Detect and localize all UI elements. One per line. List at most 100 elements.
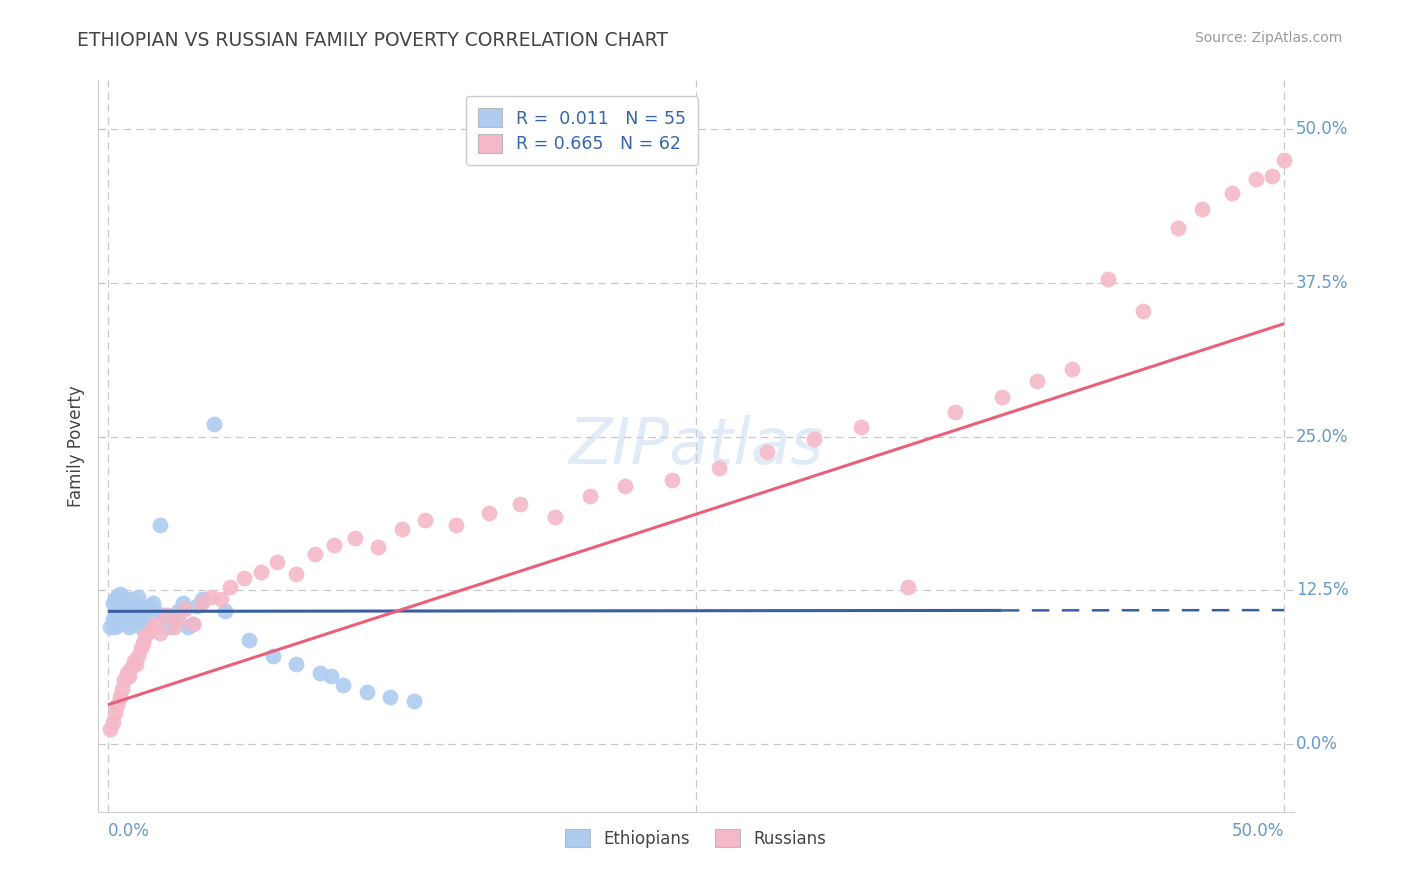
Point [1261, 169, 1284, 183]
Text: 25.0%: 25.0% [1296, 428, 1348, 446]
Point [233, 571, 256, 585]
Point [544, 509, 567, 524]
Point [709, 460, 731, 475]
Point [139, 599, 162, 614]
Point [112, 604, 135, 618]
Point [186, 599, 208, 614]
Point [104, 592, 127, 607]
Point [191, 596, 214, 610]
Point [163, 612, 186, 626]
Point [105, 607, 128, 622]
Point [120, 592, 142, 607]
Point [115, 665, 138, 680]
Point [149, 626, 172, 640]
Text: 0.0%: 0.0% [1296, 735, 1337, 753]
Point [127, 648, 149, 663]
Point [367, 541, 389, 555]
Point [391, 522, 413, 536]
Point [122, 616, 145, 631]
Point [579, 489, 602, 503]
Point [149, 518, 172, 533]
Point [156, 607, 179, 622]
Point [125, 596, 148, 610]
Text: 12.5%: 12.5% [1296, 582, 1348, 599]
Legend: Ethiopians, Russians: Ethiopians, Russians [558, 822, 834, 855]
Point [1062, 362, 1084, 376]
Point [105, 590, 128, 604]
Point [157, 620, 180, 634]
Point [118, 620, 141, 634]
Point [143, 604, 166, 618]
Point [115, 599, 138, 614]
Point [111, 681, 134, 696]
Point [849, 420, 872, 434]
Point [120, 661, 142, 675]
Point [209, 592, 232, 607]
Point [105, 602, 128, 616]
Point [343, 531, 366, 545]
Point [111, 607, 134, 622]
Point [991, 391, 1014, 405]
Point [191, 592, 214, 607]
Point [108, 690, 131, 705]
Point [120, 602, 142, 616]
Y-axis label: Family Poverty: Family Poverty [66, 385, 84, 507]
Point [1220, 186, 1243, 201]
Point [172, 596, 194, 610]
Point [214, 604, 236, 618]
Point [101, 596, 124, 610]
Point [108, 616, 131, 631]
Point [378, 690, 401, 705]
Point [1026, 375, 1049, 389]
Point [285, 567, 308, 582]
Point [444, 518, 467, 533]
Point [1097, 272, 1119, 286]
Point [129, 641, 152, 656]
Point [755, 444, 778, 458]
Point [108, 587, 131, 601]
Point [136, 616, 159, 631]
Point [897, 580, 920, 594]
Point [134, 602, 156, 616]
Point [104, 620, 127, 634]
Point [332, 678, 354, 692]
Point [266, 555, 288, 569]
Point [943, 405, 966, 419]
Point [125, 657, 148, 672]
Point [238, 632, 260, 647]
Point [321, 669, 343, 683]
Point [1244, 171, 1267, 186]
Point [308, 665, 330, 680]
Point [249, 565, 271, 579]
Point [478, 506, 501, 520]
Point [803, 432, 825, 446]
Point [1167, 220, 1189, 235]
Point [112, 592, 135, 607]
Point [111, 596, 134, 610]
Point [1132, 304, 1154, 318]
Point [104, 604, 127, 618]
Point [1191, 202, 1213, 217]
Text: 50.0%: 50.0% [1296, 120, 1348, 138]
Point [132, 607, 155, 622]
Point [134, 629, 156, 643]
Point [415, 513, 437, 527]
Point [143, 616, 166, 631]
Point [98, 723, 121, 737]
Point [304, 547, 326, 561]
Point [139, 624, 162, 638]
Point [285, 657, 308, 672]
Point [181, 616, 204, 631]
Point [174, 602, 197, 616]
Point [402, 694, 425, 708]
Point [614, 479, 637, 493]
Text: Source: ZipAtlas.com: Source: ZipAtlas.com [1195, 31, 1343, 45]
Point [141, 596, 163, 610]
Point [118, 607, 141, 622]
Point [262, 648, 284, 663]
Point [322, 538, 344, 552]
Point [104, 706, 127, 721]
Text: 37.5%: 37.5% [1296, 274, 1348, 292]
Point [219, 580, 242, 594]
Point [98, 620, 121, 634]
